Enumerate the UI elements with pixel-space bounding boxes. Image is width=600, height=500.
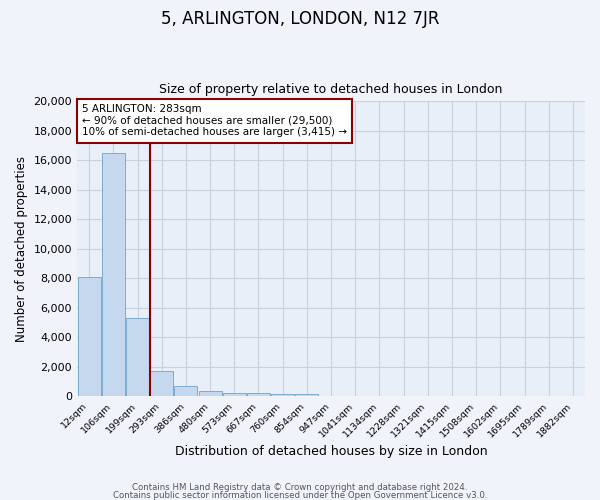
Text: 5, ARLINGTON, LONDON, N12 7JR: 5, ARLINGTON, LONDON, N12 7JR bbox=[161, 10, 439, 28]
Bar bbox=[77, 277, 101, 396]
Text: Contains public sector information licensed under the Open Government Licence v3: Contains public sector information licen… bbox=[113, 490, 487, 500]
Bar bbox=[150, 370, 173, 396]
X-axis label: Distribution of detached houses by size in London: Distribution of detached houses by size … bbox=[175, 444, 487, 458]
Bar bbox=[247, 394, 270, 396]
Bar bbox=[223, 393, 246, 396]
Text: Contains HM Land Registry data © Crown copyright and database right 2024.: Contains HM Land Registry data © Crown c… bbox=[132, 484, 468, 492]
Bar bbox=[271, 394, 294, 396]
Y-axis label: Number of detached properties: Number of detached properties bbox=[15, 156, 28, 342]
Bar bbox=[126, 318, 149, 396]
Bar bbox=[295, 394, 319, 396]
Bar bbox=[199, 392, 221, 396]
Bar bbox=[175, 386, 197, 396]
Bar bbox=[102, 153, 125, 396]
Text: 5 ARLINGTON: 283sqm
← 90% of detached houses are smaller (29,500)
10% of semi-de: 5 ARLINGTON: 283sqm ← 90% of detached ho… bbox=[82, 104, 347, 138]
Title: Size of property relative to detached houses in London: Size of property relative to detached ho… bbox=[160, 83, 503, 96]
